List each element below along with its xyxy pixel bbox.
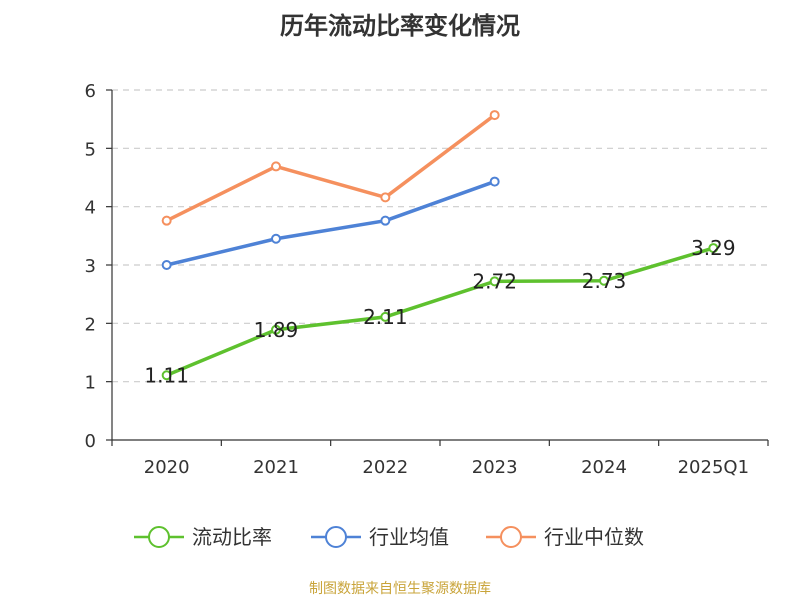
legend-marker-icon (500, 526, 522, 548)
legend-marker-icon (325, 526, 347, 548)
data-label: 2.11 (363, 305, 408, 329)
data-label: 3.29 (691, 236, 736, 260)
data-point (161, 215, 172, 226)
data-point (271, 324, 281, 335)
x-tick-label: 2023 (472, 457, 518, 478)
data-point (161, 370, 172, 381)
legend-item-1[interactable]: 流动比率 (134, 525, 272, 549)
y-tick-label: 2 (85, 314, 96, 335)
x-tick-label: 2025Q1 (678, 457, 749, 478)
legend-label: 行业均值 (369, 525, 449, 549)
data-label: 1.89 (254, 318, 299, 342)
data-label: 2.72 (472, 269, 517, 293)
series-lines (161, 110, 719, 381)
data-point (489, 176, 500, 187)
data-point (161, 260, 172, 270)
series-line-1 (165, 246, 714, 377)
grid-lines (112, 89, 768, 383)
data-point (708, 243, 719, 254)
series-line-2 (166, 179, 496, 267)
data-point (271, 233, 281, 244)
legend-item-3[interactable]: 行业中位数 (486, 525, 644, 549)
axes (111, 90, 768, 441)
legend-label: 行业中位数 (544, 525, 644, 549)
legend[interactable]: 流动比率 行业均值 行业中位数 (134, 525, 644, 549)
source-note: 制图数据来自恒生聚源数据库 (309, 581, 491, 597)
data-point (380, 311, 391, 322)
data-point (380, 215, 391, 226)
x-tick-label: 2022 (362, 457, 408, 478)
x-tick-label: 2020 (144, 457, 190, 478)
data-labels: 1.11 1.89 2.11 2.72 2.73 3.29 (144, 236, 735, 387)
data-point (380, 192, 391, 203)
data-label: 1.11 (144, 363, 189, 387)
y-tick-label: 5 (85, 139, 96, 160)
data-label: 2.73 (582, 269, 627, 293)
y-tick-label: 3 (85, 256, 96, 277)
series-line-3 (165, 113, 496, 223)
x-tick-label: 2021 (253, 457, 299, 478)
y-tick-label: 0 (85, 431, 96, 452)
data-point (489, 276, 500, 287)
y-tick-label: 1 (85, 373, 96, 394)
y-tick-label: 4 (85, 198, 96, 219)
y-axis-ticks: 0 1 2 3 4 5 6 (85, 81, 112, 452)
x-axis-ticks: 2020 2021 2022 2023 2024 2025Q1 (111, 440, 769, 478)
legend-marker-icon (148, 526, 170, 548)
y-tick-label: 6 (85, 81, 96, 102)
data-point (489, 110, 500, 121)
data-point (599, 275, 609, 286)
legend-label: 流动比率 (192, 525, 272, 549)
data-point (271, 161, 281, 172)
x-tick-label: 2024 (581, 457, 627, 478)
legend-item-2[interactable]: 行业均值 (311, 525, 449, 549)
chart-title: 历年流动比率变化情况 (280, 12, 520, 40)
